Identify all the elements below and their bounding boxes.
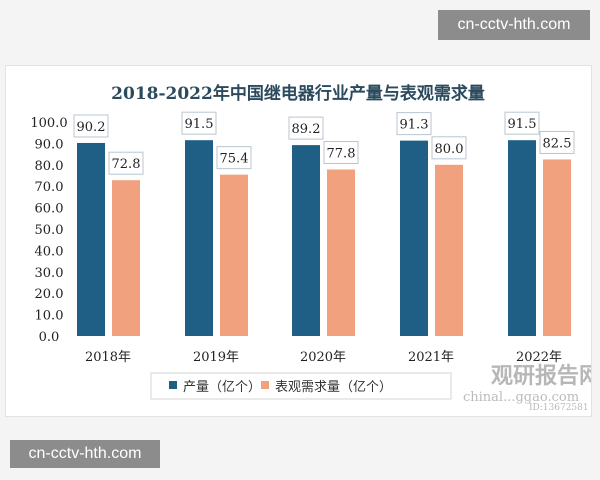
- bar-output: [185, 140, 213, 336]
- data-label-box: [323, 141, 359, 165]
- y-tick-label: 80.0: [35, 159, 64, 174]
- x-tick-label: 2019年: [193, 350, 239, 365]
- data-label: 91.3: [400, 118, 429, 133]
- data-label: 82.5: [543, 136, 572, 151]
- y-tick-label: 50.0: [35, 223, 64, 238]
- data-label-box: [108, 151, 144, 175]
- y-tick-label: 30.0: [35, 266, 64, 281]
- data-label-box: [431, 136, 467, 160]
- data-label: 91.5: [508, 117, 537, 132]
- chart-title: 2018-2022年中国继电器行业产量与表观需求量: [111, 83, 485, 104]
- chart-card: 2018-2022年中国继电器行业产量与表观需求量 0.0 10.0 20.0 30.0…: [5, 65, 600, 417]
- y-tick-label: 40.0: [35, 244, 64, 259]
- data-label: 77.8: [327, 147, 356, 162]
- data-label: 75.4: [220, 152, 249, 167]
- y-tick-label: 70.0: [35, 180, 64, 195]
- bar-demand: [435, 164, 463, 336]
- data-label-box: [539, 130, 575, 154]
- bar-chart: 2018-2022年中国继电器行业产量与表观需求量 0.0 10.0 20.0 30.0…: [30, 83, 600, 413]
- y-tick-label: 90.0: [35, 137, 64, 152]
- x-tick-label: 2018年: [85, 350, 131, 365]
- data-label-box: [216, 146, 252, 170]
- data-label-box: [73, 114, 109, 138]
- data-label-box: [288, 116, 324, 140]
- bar-demand: [327, 169, 355, 336]
- legend-label: 表观需求量（亿个）: [275, 380, 392, 395]
- y-tick-label: 100.0: [30, 116, 67, 131]
- bar-demand: [112, 180, 140, 336]
- legend-label: 产量（亿个）: [183, 380, 261, 395]
- legend-swatch: [261, 381, 269, 389]
- x-tick-label: 2020年: [300, 350, 346, 365]
- bar-demand: [543, 159, 571, 336]
- y-tick-label: 20.0: [35, 287, 64, 302]
- watermark-bottom: cn-cctv-hth.com: [10, 440, 160, 468]
- data-label: 91.5: [185, 117, 214, 132]
- y-tick-label: 60.0: [35, 202, 64, 217]
- data-label: 89.2: [292, 122, 321, 137]
- data-label: 90.2: [77, 120, 106, 135]
- bar-output: [292, 145, 320, 336]
- y-tick-label: 0.0: [39, 330, 60, 345]
- bar-output: [400, 140, 428, 336]
- logo-id: ID:13672581: [529, 403, 589, 413]
- data-label: 72.8: [112, 157, 141, 172]
- x-tick-label: 2021年: [408, 350, 454, 365]
- legend-swatch: [169, 381, 177, 389]
- x-tick-label: 2022年: [516, 350, 562, 365]
- y-tick-label: 10.0: [35, 309, 64, 324]
- data-label: 80.0: [435, 142, 464, 157]
- legend-box: [150, 372, 452, 400]
- logo-name: 观研报告网: [491, 363, 591, 389]
- logo-site: chinal...ggao.com: [463, 390, 579, 405]
- bar-demand: [220, 174, 248, 336]
- bar-output: [77, 142, 105, 336]
- bar-output: [508, 140, 536, 336]
- data-label-box: [181, 111, 217, 135]
- watermark-top: cn-cctv-hth.com: [438, 10, 590, 40]
- data-label-box: [504, 111, 540, 135]
- data-label-box: [396, 112, 432, 136]
